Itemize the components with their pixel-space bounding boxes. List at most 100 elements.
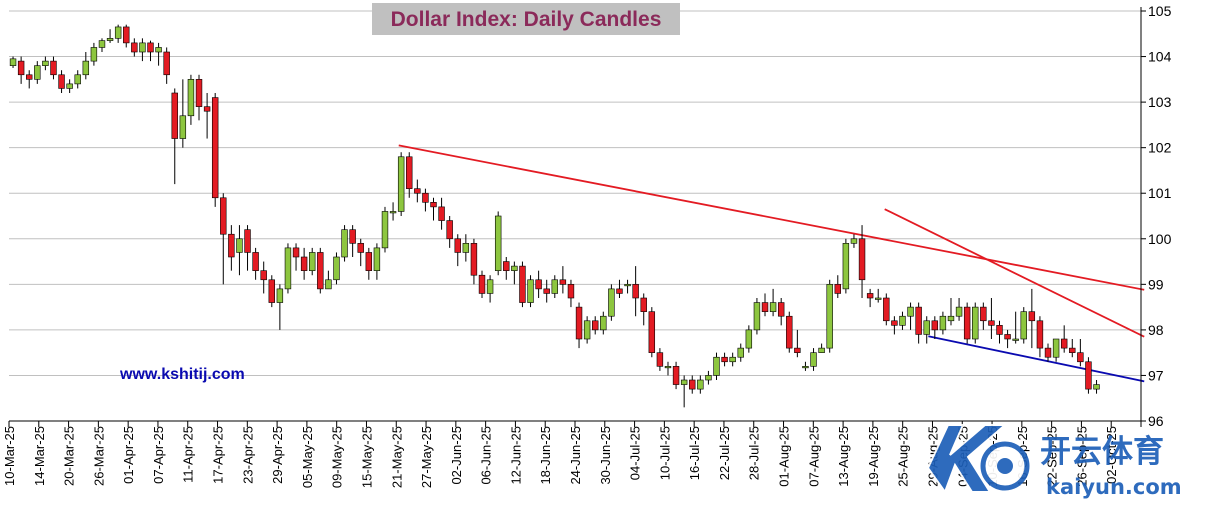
candle: [9, 56, 17, 68]
website-label[interactable]: www.kshitij.com: [119, 366, 245, 383]
candle-body: [850, 238, 858, 244]
candle: [357, 238, 364, 267]
x-tick-label: 18-Jun-25: [538, 426, 553, 485]
candle: [1044, 343, 1052, 362]
x-tick-labels: 10-Mar-25 14-Mar-25 20-Mar-25 26-Mar-25 01-A…: [2, 421, 1142, 488]
candle: [656, 348, 664, 371]
x-tick-label: 22-Sep-25: [1045, 426, 1060, 487]
candle-body: [1085, 361, 1092, 390]
candle: [454, 234, 461, 267]
x-tick-label: 05-May-25: [300, 426, 315, 488]
candle-body: [705, 375, 712, 381]
x-tick-label: 01-Apr-25: [121, 426, 136, 484]
candle-body: [689, 379, 696, 390]
candle: [963, 302, 971, 344]
candle-body: [171, 92, 178, 139]
candle: [438, 197, 445, 230]
y-tick-labels: 96 97 98 99 100 101 102 103 104 105: [1141, 3, 1172, 429]
candle: [527, 275, 534, 308]
candle: [535, 270, 542, 298]
x-tick-label: 10-Jul-25: [657, 426, 672, 480]
candle-body: [34, 65, 41, 80]
candle: [220, 193, 227, 285]
y-tick-label: 96: [1148, 413, 1164, 429]
candle: [139, 38, 146, 62]
candle: [244, 225, 251, 271]
candle-body: [349, 229, 356, 244]
candle-body: [114, 26, 122, 39]
candle: [114, 24, 122, 43]
candle: [745, 325, 753, 353]
candle: [737, 343, 744, 362]
x-tick-label: 06-Jun-25: [479, 426, 494, 485]
x-tick-label: 15-May-25: [359, 426, 374, 488]
candle-body: [470, 243, 478, 276]
candle-body: [90, 47, 98, 62]
x-tick-label: 23-Apr-25: [240, 426, 255, 484]
x-tick-label: 10-Mar-25: [2, 426, 17, 486]
candle-body: [365, 252, 373, 271]
candle-body: [268, 279, 275, 303]
candle: [721, 352, 728, 367]
candle: [705, 370, 712, 385]
candle: [559, 266, 567, 294]
watermark: 开云体育 kaiyun.com: [926, 424, 1182, 499]
candle-body: [1020, 311, 1027, 340]
candle-body: [680, 379, 688, 385]
candle: [608, 284, 615, 321]
candle: [430, 197, 437, 221]
x-tick-label: 11-Apr-25: [181, 426, 196, 483]
candle: [50, 56, 57, 80]
watermark-domain: kaiyun.com: [1046, 475, 1182, 499]
candle-body: [745, 329, 753, 349]
candle: [284, 243, 292, 294]
x-tick-label: 04-Jul-25: [628, 426, 643, 480]
candle: [729, 352, 736, 367]
candle: [486, 275, 494, 303]
candle: [818, 343, 825, 353]
x-tick-label: 24-Jun-25: [568, 426, 583, 485]
candle: [494, 211, 502, 276]
candle-body: [406, 156, 413, 189]
candle-body: [551, 279, 558, 294]
y-tick-label: 104: [1148, 49, 1172, 65]
y-tick-label: 99: [1148, 276, 1164, 292]
x-tick-label: 21-May-25: [389, 426, 404, 488]
candle: [203, 93, 211, 139]
candle: [616, 279, 623, 298]
candle-body: [963, 306, 971, 340]
candle-body: [713, 356, 720, 376]
candle-body: [325, 279, 332, 290]
candle-body: [106, 38, 114, 41]
candle-body: [826, 284, 833, 349]
chart-title: Dollar Index: Daily Candles: [391, 8, 662, 31]
candle-body: [438, 206, 445, 221]
candles: [9, 24, 1100, 408]
x-tick-label: 19-Aug-25: [866, 426, 881, 487]
candle-body: [818, 347, 825, 353]
candle: [309, 247, 316, 276]
candle: [470, 238, 478, 285]
candle: [899, 311, 906, 330]
candle-body: [608, 288, 615, 317]
title-box: [372, 3, 680, 35]
candle: [349, 225, 356, 257]
candle-body: [737, 347, 744, 358]
x-tick-label: 07-Apr-25: [151, 426, 166, 484]
candle: [786, 311, 793, 353]
candle: [341, 225, 348, 262]
candle: [1012, 311, 1019, 344]
candle: [810, 348, 817, 371]
candle-body: [899, 315, 906, 326]
x-tick-label: 22-Jul-25: [717, 426, 732, 480]
candle-body: [220, 197, 227, 235]
candle: [147, 40, 154, 62]
candle: [753, 298, 761, 335]
candle: [850, 234, 858, 248]
candle: [446, 216, 453, 248]
candle-body: [414, 188, 421, 194]
candle-body: [82, 60, 90, 76]
candle-body: [996, 325, 1003, 335]
candle-body: [600, 315, 607, 331]
